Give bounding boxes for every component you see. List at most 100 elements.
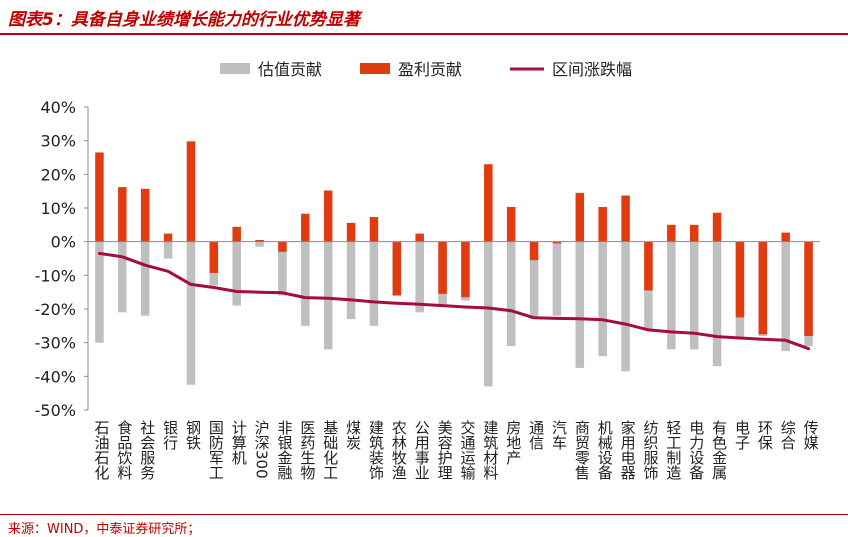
- valuation-bar: [484, 241, 493, 387]
- x-category-label: 商贸零售: [573, 420, 591, 480]
- legend-swatch-earnings: [360, 63, 390, 74]
- y-tick-label: -50%: [35, 401, 76, 420]
- valuation-bar: [506, 241, 516, 347]
- legend: 估值贡献 盈利贡献 区间涨跌幅: [220, 60, 632, 79]
- earnings-bar: [209, 241, 219, 273]
- bars: [95, 141, 813, 387]
- earnings-bar: [301, 213, 310, 242]
- valuation-bar: [552, 241, 562, 316]
- change-line-path: [97, 251, 811, 351]
- valuation-bar: [255, 241, 264, 247]
- x-category-label: 农林牧渔: [390, 420, 408, 480]
- x-category-label: 沪深300: [253, 420, 271, 479]
- earnings-bar: [278, 241, 287, 252]
- x-category-label: 房地产: [504, 420, 522, 465]
- earnings-bar: [644, 241, 653, 291]
- earnings-bar: [232, 226, 241, 242]
- x-category-label: 建筑材料: [481, 420, 499, 480]
- y-tick-label: 10%: [40, 199, 76, 218]
- x-category-label: 建筑装饰: [367, 420, 385, 480]
- y-tick-label: 30%: [40, 132, 76, 151]
- valuation-bar: [346, 241, 356, 320]
- x-category-label: 机械设备: [596, 420, 614, 480]
- x-category-label: 汽车: [550, 420, 568, 450]
- valuation-bar: [781, 241, 790, 352]
- x-category-label: 钢铁: [184, 420, 202, 450]
- valuation-bar: [621, 241, 630, 372]
- legend-label: 估值贡献: [258, 60, 322, 79]
- valuation-bar: [369, 241, 379, 326]
- x-category-label: 基础化工: [321, 420, 339, 480]
- earnings-bar: [95, 152, 104, 242]
- earnings-bar: [667, 224, 676, 242]
- earnings-bar: [346, 222, 356, 242]
- x-category-label: 石油石化: [92, 420, 110, 480]
- earnings-bar: [689, 224, 699, 242]
- title-bar: 图表5：具备自身业绩增长能力的行业优势显著: [0, 0, 848, 34]
- earnings-bar: [438, 241, 447, 294]
- y-tick-label: 40%: [40, 98, 76, 117]
- earnings-bar: [506, 206, 516, 242]
- x-category-label: 环保: [756, 420, 774, 450]
- x-category-label: 社会服务: [138, 420, 156, 481]
- valuation-bar: [163, 241, 173, 259]
- earnings-bar: [323, 190, 333, 242]
- x-category-label: 家用电器: [619, 420, 637, 480]
- earnings-bar: [735, 241, 745, 318]
- valuation-bar: [118, 241, 127, 313]
- valuation-bar: [95, 241, 104, 343]
- earnings-bar: [186, 141, 196, 242]
- valuation-bar: [575, 241, 585, 368]
- earnings-bar: [621, 195, 630, 242]
- valuation-bar: [667, 241, 676, 350]
- earnings-bar: [575, 192, 585, 242]
- x-category-label: 煤炭: [344, 420, 362, 450]
- earnings-bar: [758, 241, 768, 335]
- x-category-label: 计算机: [230, 420, 248, 466]
- x-category-label: 非银金融: [275, 420, 293, 480]
- earnings-bar: [484, 164, 493, 242]
- y-tick-label: 20%: [40, 165, 76, 184]
- valuation-bar: [598, 241, 607, 357]
- earnings-bar: [552, 241, 562, 244]
- valuation-bar: [186, 241, 196, 385]
- x-category-label: 综合: [779, 420, 797, 450]
- legend-label: 盈利贡献: [398, 60, 462, 79]
- earnings-bar: [118, 187, 127, 242]
- x-category-label: 有色金属: [710, 420, 728, 480]
- valuation-bar: [529, 241, 539, 320]
- x-category-label: 食品饮料: [115, 420, 133, 480]
- x-category-label: 通信: [527, 420, 545, 450]
- earnings-bar: [392, 241, 402, 296]
- x-category-label: 纺织服饰: [641, 420, 659, 480]
- change-line: [97, 251, 811, 351]
- x-category-label: 传媒: [802, 420, 820, 450]
- valuation-bar: [301, 241, 310, 326]
- x-category-label: 交通运输: [458, 419, 476, 480]
- x-category-label: 电子: [733, 420, 751, 450]
- chart-title: 图表5：具备自身业绩增长能力的行业优势显著: [8, 10, 360, 30]
- y-tick-label: -20%: [35, 300, 76, 319]
- valuation-bar: [232, 241, 241, 306]
- earnings-bar: [163, 233, 173, 242]
- x-category-label: 公用事业: [413, 420, 431, 480]
- earnings-bar: [804, 241, 813, 336]
- legend-label: 区间涨跌幅: [552, 60, 632, 79]
- earnings-bar: [140, 188, 150, 242]
- legend-swatch-valuation: [220, 63, 250, 74]
- y-axis: 40% 30% 20% 10% 0% -10% -20% -30% -40% -50%: [35, 98, 89, 420]
- x-category-label: 轻工制造: [664, 420, 682, 481]
- valuation-bar: [689, 241, 699, 350]
- chart: 估值贡献 盈利贡献 区间涨跌幅 40% 30% 20% 10% 0% -10% -20% -30%…: [35, 60, 820, 481]
- y-tick-label: -30%: [35, 334, 76, 353]
- valuation-bar: [712, 241, 722, 367]
- earnings-bar: [712, 212, 722, 242]
- y-tick-label: 0%: [51, 233, 76, 252]
- earnings-bar: [369, 217, 379, 242]
- x-category-label: 国防军工: [207, 420, 225, 480]
- footer-divider: [0, 514, 848, 515]
- x-category-label: 电力设备: [687, 420, 705, 480]
- x-category-label: 医药生物: [298, 420, 316, 481]
- earnings-bar: [415, 233, 424, 242]
- valuation-bar: [278, 241, 287, 296]
